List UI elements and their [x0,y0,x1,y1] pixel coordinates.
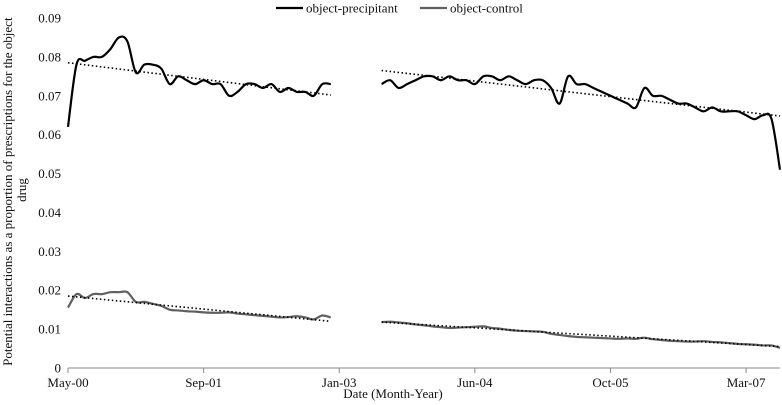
y-axis-title-line-1: Potential interactions as a proportion o… [0,17,15,366]
y-axis-title-line-2: drug [14,178,29,202]
y-tick-label: 0.01 [38,322,61,337]
series-line-object-precipitant-segment-2 [381,74,782,170]
trendline-object-precipitant-1 [67,61,331,96]
series-line-object-control-segment-2 [381,320,781,349]
y-tick-label: 0.03 [38,244,61,259]
x-tick-label: Jan-03 [322,375,357,390]
y-axis-tick-labels: 0 0.01 0.02 0.03 0.04 0.05 0.06 0.07 0.08 0.09 [38,11,61,376]
trendline-layer [67,61,781,348]
y-tick-label: 0.05 [38,166,61,181]
y-tick-label: 0.04 [38,205,61,220]
x-tick-label: Jun-04 [457,375,493,390]
trendline-object-precipitant-2 [381,69,781,117]
x-tick-label: May-00 [47,375,88,390]
y-tick-label: 0 [55,361,62,376]
x-tick-label: Sep-01 [185,375,222,390]
series-line-object-precipitant-segment-1 [66,35,331,128]
legend: object-precipitant object-control [276,1,523,16]
y-tick-label: 0.02 [38,283,61,298]
x-axis-title: Date (Month-Year) [343,386,442,401]
x-axis-tick-labels: May-00Sep-01Jan-03Jun-04Oct-05Mar-07Jul-… [47,375,766,390]
trendline-object-control-1 [67,295,331,323]
x-tick-label: Mar-07 [727,375,766,390]
y-tick-label: 0.07 [38,88,61,103]
y-tick-label: 0.06 [38,127,61,142]
y-tick-label: 0.09 [38,11,61,26]
y-axis-title: Potential interactions as a proportion o… [0,14,29,366]
trendline-object-control-2 [381,321,781,348]
x-axis-ticks [67,368,747,373]
legend-label-object-precipitant: object-precipitant [306,1,398,16]
y-tick-label: 0.08 [38,49,61,64]
series-layer [66,35,782,349]
legend-label-object-control: object-control [450,1,523,16]
x-tick-label: Oct-05 [592,375,628,390]
series-line-object-control-segment-1 [67,290,332,321]
